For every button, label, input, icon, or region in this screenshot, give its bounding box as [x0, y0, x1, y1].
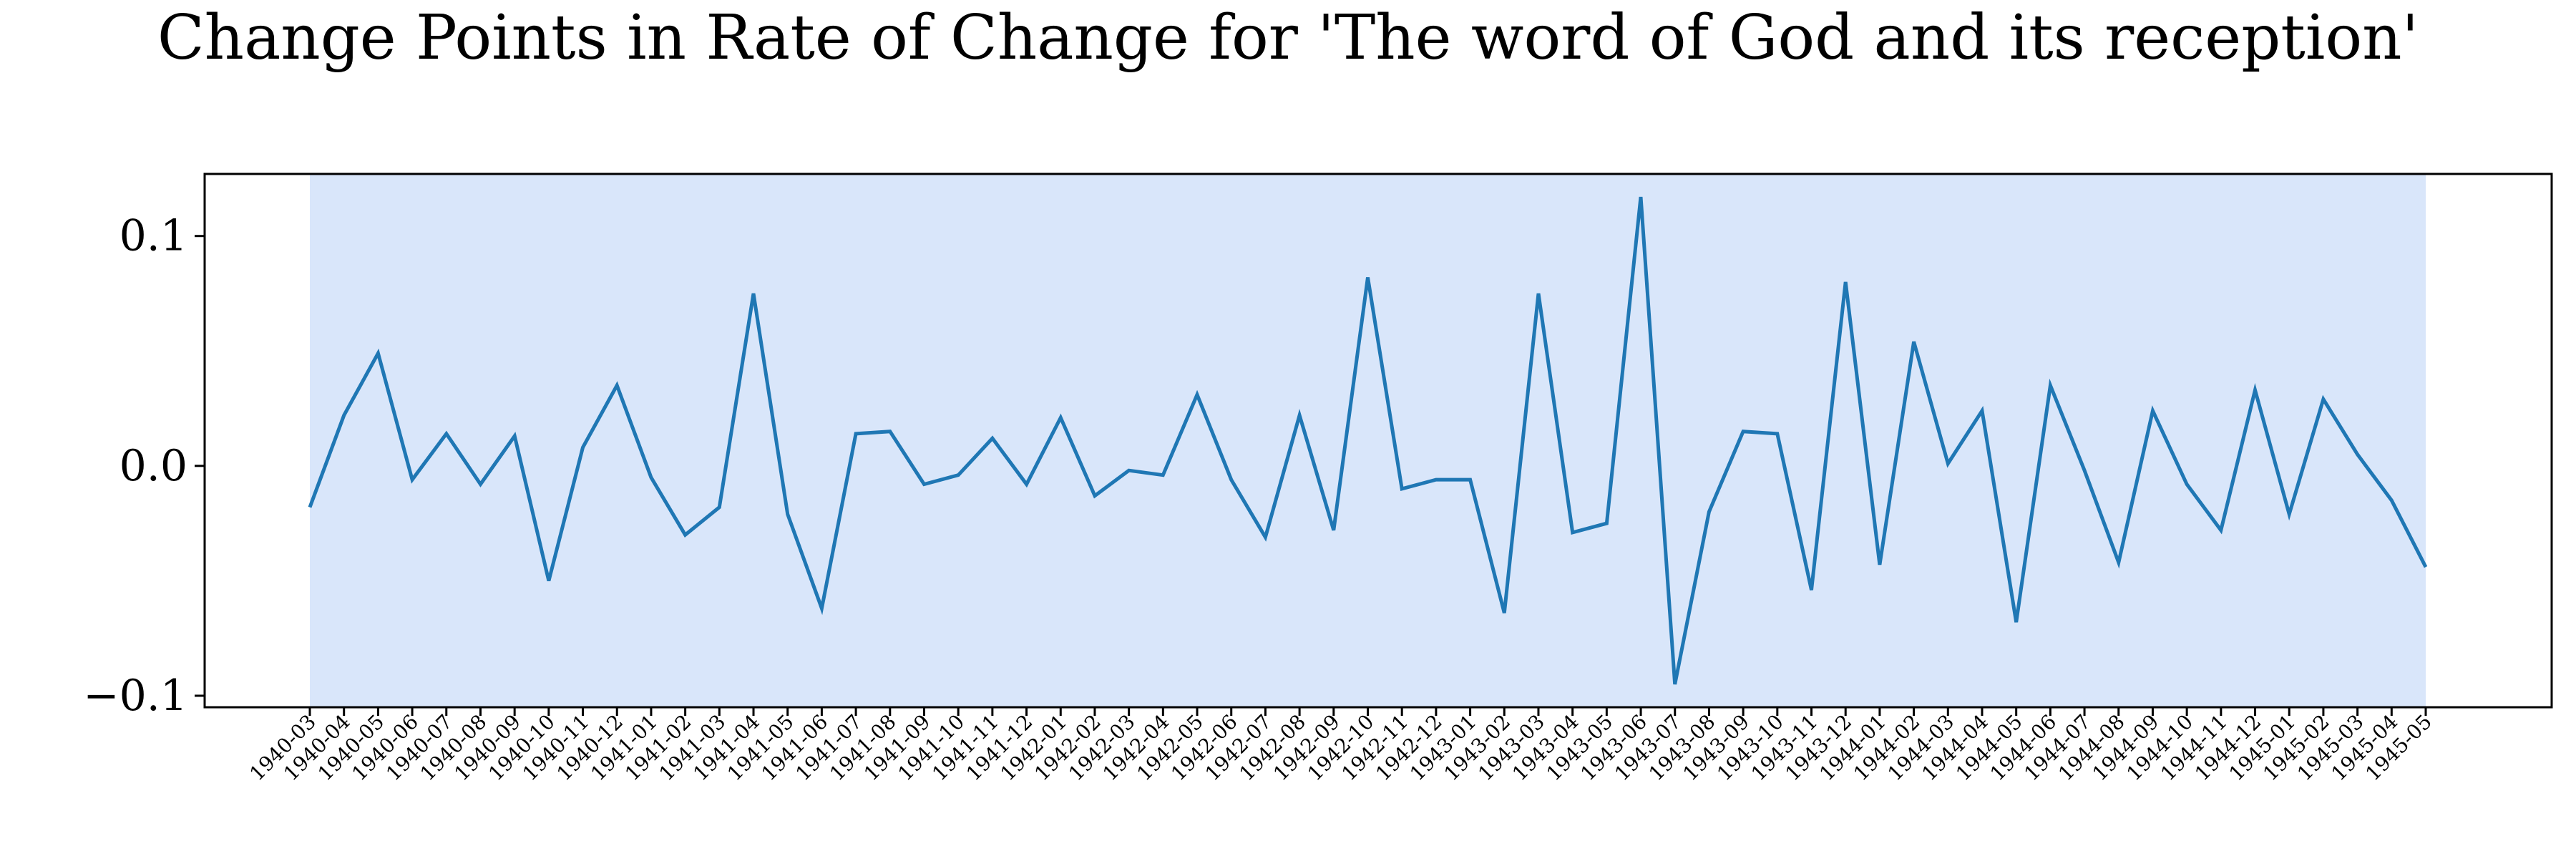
y-axis: 0.1 0.0 −0.1	[83, 211, 205, 721]
y-tick-label: 0.0	[119, 441, 187, 491]
shaded-span-0	[310, 174, 2426, 707]
chart-title: Change Points in Rate of Change for 'The…	[157, 2, 2419, 74]
y-tick-label: 0.1	[119, 211, 187, 261]
series-line-layer	[308, 196, 2428, 685]
shaded-span-layer	[310, 174, 2426, 707]
axes-frame	[203, 173, 2553, 709]
x-axis: 1940-031940-041940-051940-061940-071940-…	[245, 707, 2436, 785]
y-tick-label: −0.1	[83, 671, 187, 721]
